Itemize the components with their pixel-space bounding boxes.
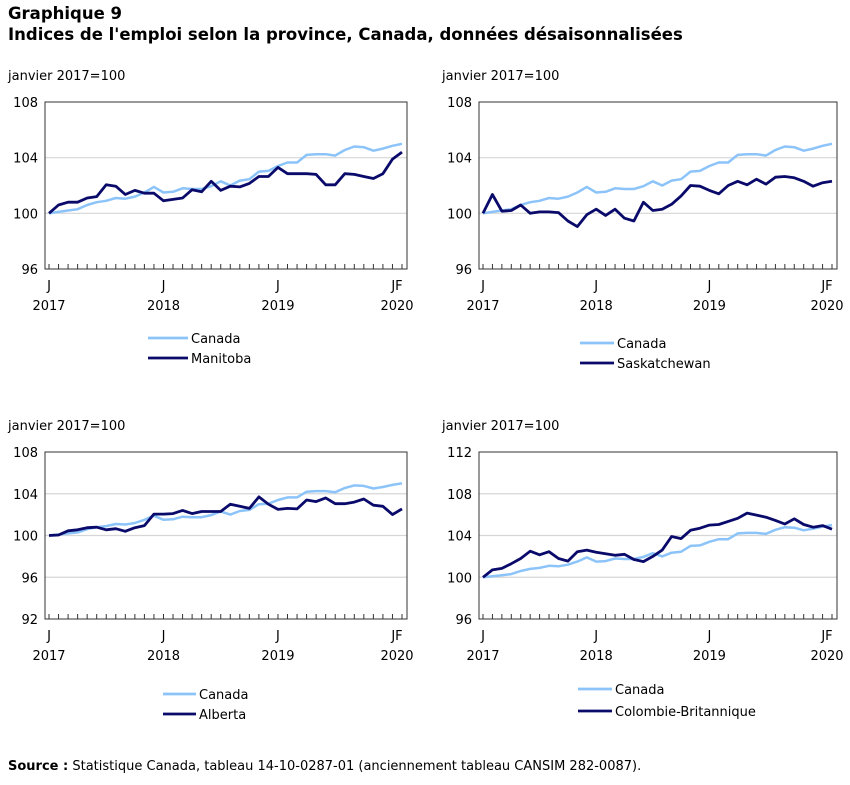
chart-2: janvier 2017=100 96 100 104 108 J 2017 J 2018 J 20… xyxy=(441,69,844,372)
x-tick-month-label: JF xyxy=(390,279,402,294)
legend-label: Saskatchewan xyxy=(617,357,711,372)
series-line-canada xyxy=(482,523,833,579)
chart-3: janvier 2017=100 92 96 100 104 108 J 2017 J 2018 J… xyxy=(7,419,414,723)
legend-label: Alberta xyxy=(199,708,246,723)
x-tick-month-label: J xyxy=(706,279,711,294)
legend-label: Canada xyxy=(617,337,666,352)
y-axis-unit-label: janvier 2017=100 xyxy=(7,69,125,84)
x-tick-year-label: 2019 xyxy=(693,299,726,314)
x-tick-year-label: 2018 xyxy=(580,299,613,314)
source-note: Source : Statistique Canada, tableau 14-… xyxy=(8,759,641,774)
y-tick-label: 100 xyxy=(13,207,38,222)
x-tick-year-label: 2020 xyxy=(810,649,843,664)
y-tick-label: 92 xyxy=(21,613,38,628)
x-tick-month-label: J xyxy=(161,279,166,294)
plot-frame xyxy=(44,451,408,620)
y-tick-label: 96 xyxy=(21,571,38,586)
x-tick-year-label: 2018 xyxy=(580,649,613,664)
y-tick-label: 108 xyxy=(447,96,472,111)
x-tick-year-label: 2017 xyxy=(466,649,499,664)
x-tick-month-label: J xyxy=(480,629,485,644)
y-tick-label: 96 xyxy=(455,263,472,278)
y-axis-unit-label: janvier 2017=100 xyxy=(441,419,559,434)
y-tick-label: 108 xyxy=(447,488,472,503)
x-tick-month-label: J xyxy=(275,279,280,294)
y-tick-label: 100 xyxy=(447,207,472,222)
chart-4: janvier 2017=100 96 100 104 108 112 J 2017 J 2018… xyxy=(441,419,844,720)
legend-label: Manitoba xyxy=(191,352,251,367)
source-label: Source : xyxy=(8,759,69,774)
y-tick-label: 104 xyxy=(13,152,38,167)
plot-frame xyxy=(44,101,408,270)
y-tick-label: 104 xyxy=(13,488,38,503)
x-tick-month-label: J xyxy=(593,629,598,644)
y-axis-unit-label: janvier 2017=100 xyxy=(7,419,125,434)
y-tick-label: 112 xyxy=(447,446,472,461)
x-tick-year-label: 2019 xyxy=(261,649,294,664)
x-tick-year-label: 2017 xyxy=(32,649,65,664)
series-line-canada xyxy=(482,142,833,215)
series-line-colombie-britannique xyxy=(482,511,833,579)
x-tick-month-label: J xyxy=(46,279,51,294)
series-line-alberta xyxy=(48,495,403,537)
source-text: Statistique Canada, tableau 14-10-0287-0… xyxy=(72,759,642,774)
x-tick-year-label: 2017 xyxy=(466,299,499,314)
x-tick-month-label: J xyxy=(46,629,51,644)
x-tick-year-label: 2020 xyxy=(810,299,843,314)
x-tick-month-label: J xyxy=(706,629,711,644)
x-tick-month-label: JF xyxy=(820,629,832,644)
y-tick-label: 100 xyxy=(447,571,472,586)
x-tick-year-label: 2018 xyxy=(147,299,180,314)
legend-label: Canada xyxy=(191,332,240,347)
y-tick-label: 96 xyxy=(21,263,38,278)
y-tick-label: 100 xyxy=(13,530,38,545)
x-tick-year-label: 2020 xyxy=(380,649,413,664)
figure-title: Indices de l'emploi selon la province, C… xyxy=(8,25,683,44)
x-tick-year-label: 2019 xyxy=(693,649,726,664)
x-tick-month-label: JF xyxy=(820,279,832,294)
legend-label: Canada xyxy=(615,683,664,698)
y-tick-label: 108 xyxy=(13,446,38,461)
plot-frame xyxy=(478,451,838,620)
series-line-canada xyxy=(48,482,403,537)
legend-label: Canada xyxy=(199,688,248,703)
series-line-canada xyxy=(48,142,403,215)
y-tick-label: 104 xyxy=(447,152,472,167)
x-tick-month-label: J xyxy=(161,629,166,644)
x-tick-year-label: 2019 xyxy=(261,299,294,314)
x-tick-month-label: J xyxy=(275,629,280,644)
plot-frame xyxy=(478,101,838,270)
x-tick-month-label: JF xyxy=(390,629,402,644)
x-tick-month-label: J xyxy=(593,279,598,294)
series-line-manitoba xyxy=(48,150,403,215)
y-tick-label: 96 xyxy=(455,613,472,628)
chart-1: janvier 2017=100 96 100 104 108 J 2017 J 2018 J 20… xyxy=(7,69,414,367)
y-tick-label: 108 xyxy=(13,96,38,111)
x-tick-year-label: 2017 xyxy=(32,299,65,314)
x-tick-month-label: J xyxy=(480,279,485,294)
figure-number: Graphique 9 xyxy=(8,4,123,23)
series-line-saskatchewan xyxy=(481,175,833,228)
x-tick-year-label: 2020 xyxy=(380,299,413,314)
x-tick-year-label: 2018 xyxy=(147,649,180,664)
y-axis-unit-label: janvier 2017=100 xyxy=(441,69,559,84)
legend-label: Colombie-Britannique xyxy=(615,705,756,720)
y-tick-label: 104 xyxy=(447,530,472,545)
